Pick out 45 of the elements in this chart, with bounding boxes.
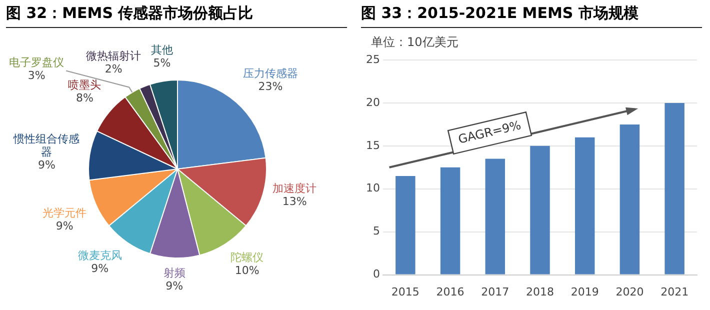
data-label: 9% — [56, 220, 74, 233]
y-tick-label: 10 — [366, 182, 380, 195]
slice-label: 压力传感器 — [242, 67, 298, 80]
slice-label: 喷墨头 — [68, 78, 102, 92]
bar — [485, 158, 506, 274]
x-tick-label: 2016 — [436, 285, 464, 298]
data-label: 9% — [38, 158, 56, 172]
bar — [574, 137, 595, 274]
x-tick-label: 2018 — [526, 285, 554, 298]
y-tick-label: 5 — [372, 224, 380, 238]
data-label: 3% — [28, 69, 46, 82]
y-tick-label: 20 — [366, 96, 380, 109]
slice-label: 惯性组合传感器 — [12, 132, 80, 158]
bar — [440, 167, 460, 274]
data-label: 23% — [258, 80, 283, 94]
slice-label: 其他 — [151, 44, 174, 57]
x-tick-label: 2015 — [391, 285, 420, 298]
bar — [664, 102, 684, 274]
chart-subtitle: 单位：10亿美元 — [371, 34, 460, 50]
bar — [396, 176, 416, 274]
data-label: 9% — [91, 262, 109, 276]
x-tick-label: 2019 — [570, 285, 599, 298]
data-label: 5% — [153, 56, 171, 70]
slice-label: 电子罗盘仪 — [9, 56, 64, 70]
slice-label: 射频 — [163, 266, 186, 280]
slice-label: 微热辐射计 — [86, 49, 142, 62]
y-tick-label: 25 — [366, 52, 380, 66]
y-tick-label: 0 — [372, 268, 380, 281]
x-tick-label: 2020 — [616, 285, 644, 298]
y-tick-label: 15 — [366, 138, 380, 152]
data-label: 8% — [76, 91, 94, 104]
slice-label: 光学元件 — [42, 206, 87, 220]
data-label: 2% — [104, 62, 122, 76]
x-tick-label: 2021 — [660, 285, 689, 298]
bar — [620, 124, 640, 274]
chart-title: 图 33：2015-2021E MEMS 市场规模 — [361, 4, 702, 28]
slice-label: 加速度计 — [272, 182, 317, 195]
slice-label: 陀螺仪 — [230, 250, 264, 264]
data-label: 10% — [234, 264, 260, 277]
chart-title: 图 32：MEMS 传感器市场份额占比 — [6, 4, 347, 28]
data-label: 13% — [282, 194, 307, 208]
x-tick-label: 2017 — [481, 285, 510, 298]
slice-label: 微麦克风 — [78, 249, 122, 262]
data-label: 9% — [166, 279, 184, 292]
bar — [530, 146, 550, 274]
